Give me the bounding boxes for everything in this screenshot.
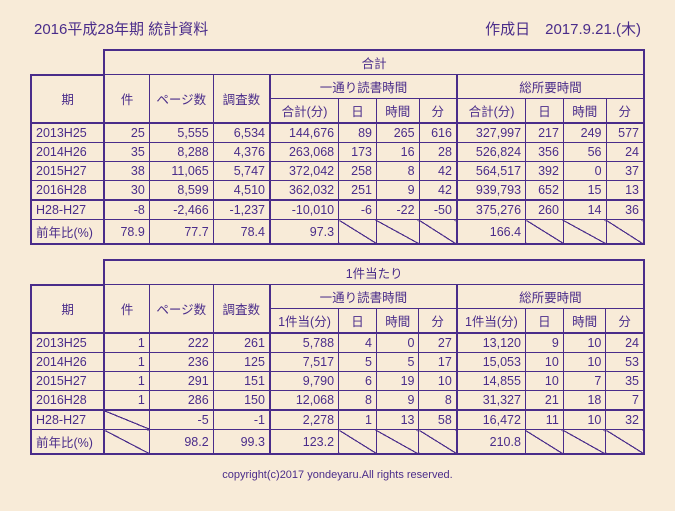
slash-cell — [104, 430, 149, 455]
slash-cell — [376, 430, 419, 455]
table-row: 2013H25 25 5,555 6,534 144,676 89 265 61… — [31, 123, 644, 143]
hdr-reading: 一通り読書時間 — [270, 75, 457, 99]
slash-cell — [563, 220, 606, 245]
table-row: 2014H26 1236125 7,5175517 15,053101053 — [31, 353, 644, 372]
slash-cell — [376, 220, 419, 245]
table-row: 2016H28 308,5994,510 362,032251942 939,7… — [31, 181, 644, 201]
page-header: 2016平成28年期 統計資料 作成日 2017.9.21.(木) — [30, 18, 645, 39]
hdr-period: 期 — [31, 75, 104, 124]
page-date: 作成日 2017.9.21.(木) — [485, 18, 641, 39]
hdr-surveys: 調査数 — [213, 75, 270, 124]
slash-cell — [419, 220, 457, 245]
slash-cell — [525, 430, 563, 455]
table-row: 2016H28 1286150 12,068898 31,32721187 — [31, 391, 644, 411]
table-row: 2014H26 358,2884,376 263,0681731628 526,… — [31, 143, 644, 162]
hdr-pages: ページ数 — [149, 75, 213, 124]
table-row: 2015H27 1291151 9,79061910 14,85510735 — [31, 372, 644, 391]
copyright: copyright(c)2017 yondeyaru.All rights re… — [30, 469, 645, 481]
table-row: 2013H25 1222261 5,7884027 13,12091024 — [31, 333, 644, 353]
table-row-ratio: 前年比(%) 78.977.778.4 97.3 166.4 — [31, 220, 644, 245]
table-row: 2015H27 3811,0655,747 372,042258842 564,… — [31, 162, 644, 181]
hdr-per-item: 1件当たり — [104, 260, 644, 285]
slash-cell — [104, 410, 149, 430]
slash-cell — [606, 430, 644, 455]
summary-table-per-item: 1件当たり 期 件 ページ数 調査数 一通り読書時間 総所要時間 1件当(分) … — [30, 259, 645, 455]
slash-cell — [526, 220, 564, 245]
slash-cell — [606, 220, 644, 245]
hdr-overall: 総所要時間 — [457, 75, 644, 99]
summary-table-total: 合計 期 件 ページ数 調査数 一通り読書時間 総所要時間 合計(分) 日 時間… — [30, 49, 645, 245]
page-title: 2016平成28年期 統計資料 — [34, 18, 208, 39]
slash-cell — [563, 430, 606, 455]
table-row-ratio: 前年比(%) 98.299.3 123.2 210.8 — [31, 430, 644, 455]
slash-cell — [339, 430, 377, 455]
slash-cell — [339, 220, 377, 245]
hdr-count: 件 — [104, 75, 149, 124]
table-row-diff: H28-H27 -5-1 2,27811358 16,472111032 — [31, 410, 644, 430]
table-row-diff: H28-H27 -8-2,466-1,237 -10,010-6-22-50 3… — [31, 200, 644, 220]
hdr-total: 合計 — [104, 50, 644, 75]
slash-cell — [419, 430, 457, 455]
